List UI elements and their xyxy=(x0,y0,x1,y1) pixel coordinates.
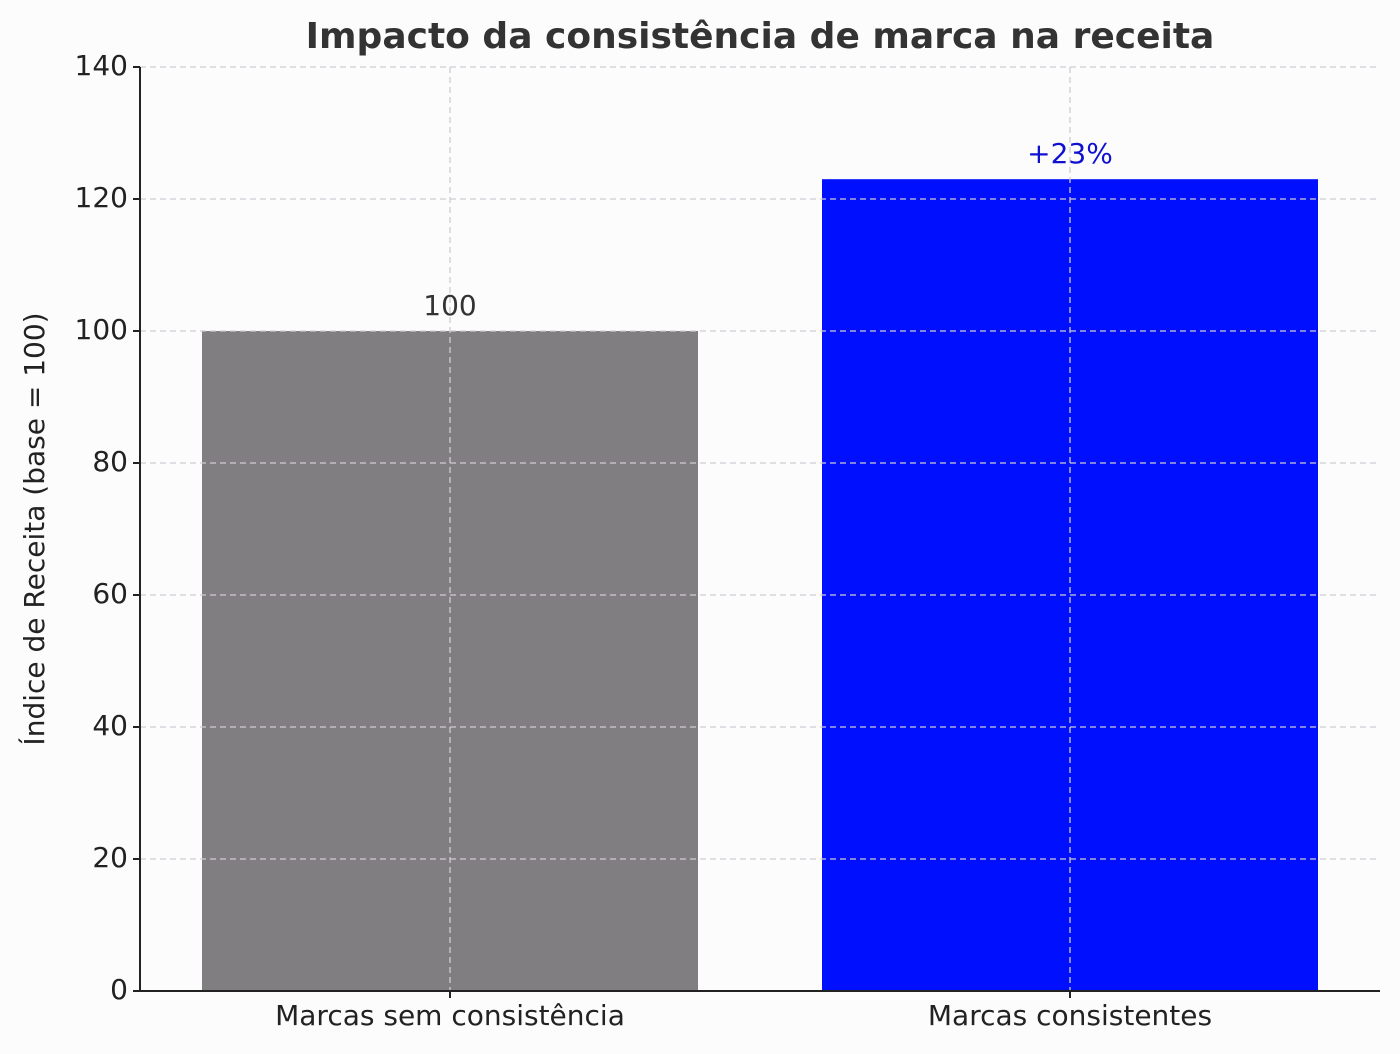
x-tick-label: Marcas sem consistência xyxy=(275,999,625,1032)
y-axis-label: Índice de Receita (base = 100) xyxy=(17,312,51,745)
y-tick-label: 120 xyxy=(75,181,128,214)
y-tick-label: 60 xyxy=(92,577,128,610)
y-tick-label: 100 xyxy=(75,313,128,346)
annotation: +23% xyxy=(1027,137,1113,170)
y-tick-label: 140 xyxy=(75,49,128,82)
y-tick-label: 20 xyxy=(92,841,128,874)
y-tick-label: 80 xyxy=(92,445,128,478)
x-tick-label: Marcas consistentes xyxy=(928,999,1212,1032)
value-label: 100 xyxy=(423,289,476,322)
chart-title: Impacto da consistência de marca na rece… xyxy=(306,16,1215,57)
y-tick-label: 40 xyxy=(92,709,128,742)
y-tick-label: 0 xyxy=(110,973,128,1006)
bar xyxy=(822,179,1318,991)
